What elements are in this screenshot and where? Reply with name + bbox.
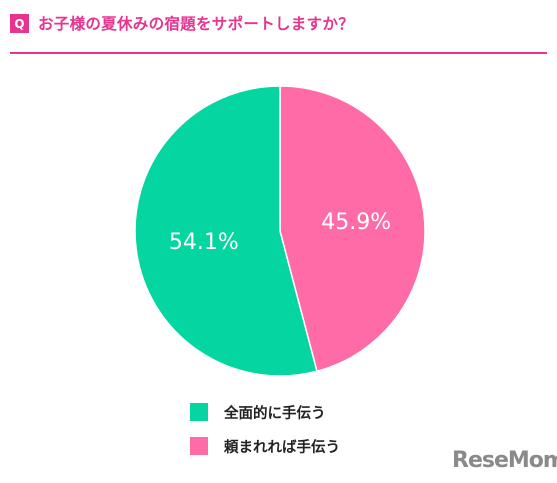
legend-label-1: 頼まれれば手伝う	[224, 439, 340, 456]
pie-slices	[134, 85, 426, 377]
legend: 全面的に手伝う 頼まれれば手伝う	[190, 402, 340, 470]
pie-label-0: 54.1%	[169, 230, 239, 255]
question-badge: Q	[10, 14, 29, 33]
header-divider	[10, 52, 547, 54]
legend-label-0: 全面的に手伝う	[224, 405, 326, 422]
pie-slice-0	[134, 85, 318, 377]
legend-item-0: 全面的に手伝う	[190, 402, 340, 422]
pie-labels: 45.9% 54.1%	[169, 210, 391, 255]
pie-label-1: 45.9%	[321, 210, 391, 235]
pie-chart: 45.9% 54.1%	[134, 85, 426, 377]
legend-swatch-1	[190, 437, 208, 455]
legend-item-1: 頼まれれば手伝う	[190, 436, 340, 456]
question-header: Q お子様の夏休みの宿題をサポートしますか？	[10, 10, 547, 54]
resemom-logo: ReseMom	[452, 448, 557, 473]
question-text: お子様の夏休みの宿題をサポートしますか？	[38, 15, 355, 33]
pie-slice-1	[279, 85, 426, 373]
legend-swatch-0	[190, 403, 208, 421]
